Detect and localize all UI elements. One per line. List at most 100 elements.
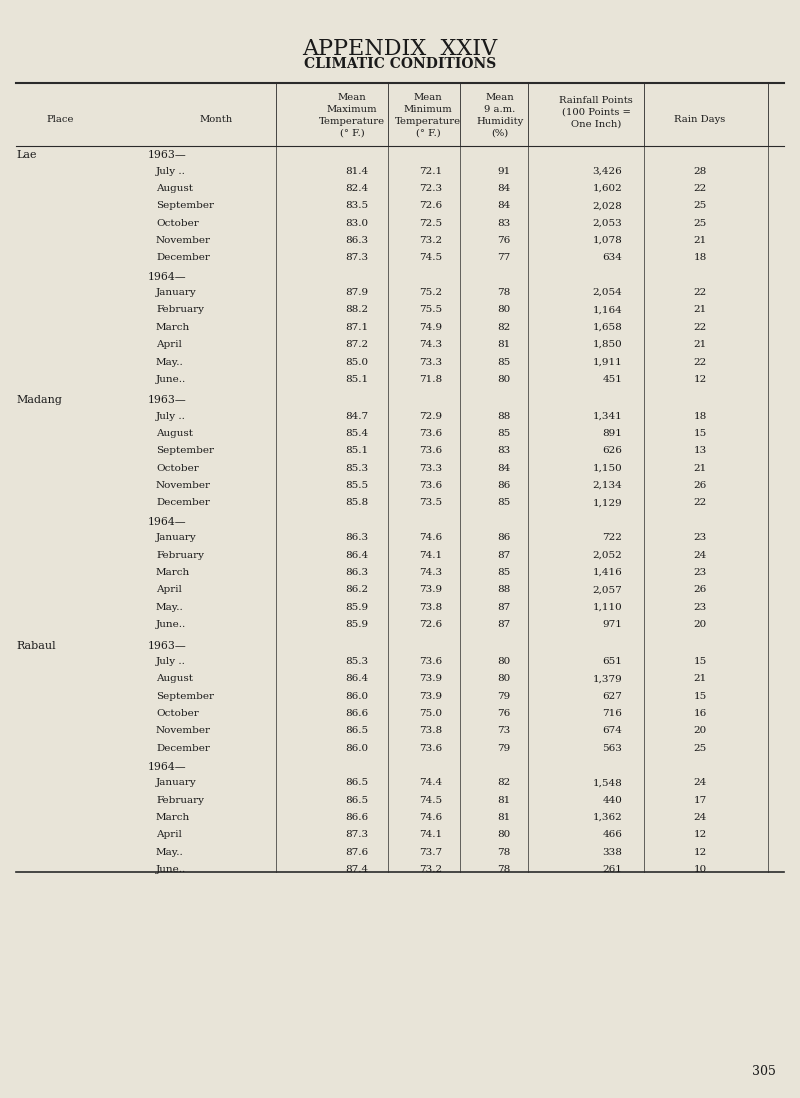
Text: 79: 79 (497, 692, 510, 701)
Text: 87.3: 87.3 (346, 830, 369, 839)
Text: 72.3: 72.3 (419, 184, 442, 193)
Text: Rabaul: Rabaul (16, 640, 56, 651)
Text: 87.9: 87.9 (346, 288, 369, 298)
Text: 74.6: 74.6 (419, 813, 442, 822)
Text: March: March (156, 323, 190, 332)
Text: 21: 21 (694, 674, 706, 683)
Text: February: February (156, 305, 204, 314)
Text: 85.1: 85.1 (346, 447, 369, 456)
Text: 73.2: 73.2 (419, 236, 442, 245)
Text: December: December (156, 254, 210, 262)
Text: 22: 22 (694, 498, 706, 507)
Text: 78: 78 (497, 848, 510, 856)
Text: 17: 17 (694, 796, 706, 805)
Text: 13: 13 (694, 447, 706, 456)
Text: 73.6: 73.6 (419, 657, 442, 665)
Text: 1,341: 1,341 (593, 412, 622, 421)
Text: December: December (156, 743, 210, 752)
Text: Rain Days: Rain Days (674, 115, 726, 124)
Text: 338: 338 (602, 848, 622, 856)
Text: January: January (156, 778, 197, 787)
Text: 716: 716 (602, 709, 622, 718)
Text: February: February (156, 796, 204, 805)
Text: 88: 88 (497, 412, 510, 421)
Text: 73.7: 73.7 (419, 848, 442, 856)
Text: 86.4: 86.4 (346, 674, 369, 683)
Text: March: March (156, 813, 190, 822)
Text: 73.6: 73.6 (419, 447, 442, 456)
Text: 73.9: 73.9 (419, 585, 442, 594)
Text: 85.3: 85.3 (346, 657, 369, 665)
Text: 73.3: 73.3 (419, 358, 442, 367)
Text: 75.2: 75.2 (419, 288, 442, 298)
Text: 1,911: 1,911 (593, 358, 622, 367)
Text: 722: 722 (602, 534, 622, 542)
Text: 86.0: 86.0 (346, 692, 369, 701)
Text: January: January (156, 534, 197, 542)
Text: 84: 84 (497, 463, 510, 473)
Text: September: September (156, 447, 214, 456)
Text: 1,078: 1,078 (593, 236, 622, 245)
Text: 87: 87 (497, 603, 510, 612)
Text: October: October (156, 709, 198, 718)
Text: 2,028: 2,028 (593, 201, 622, 211)
Text: November: November (156, 726, 211, 736)
Text: 24: 24 (694, 813, 706, 822)
Text: 77: 77 (497, 254, 510, 262)
Text: Mean
9 a.m.
Humidity
(%): Mean 9 a.m. Humidity (%) (476, 93, 524, 137)
Text: 88.2: 88.2 (346, 305, 369, 314)
Text: 87.2: 87.2 (346, 340, 369, 349)
Text: 86.6: 86.6 (346, 813, 369, 822)
Text: 1963—: 1963— (148, 640, 186, 651)
Text: 87.4: 87.4 (346, 865, 369, 874)
Text: August: August (156, 429, 193, 438)
Text: 26: 26 (694, 585, 706, 594)
Text: 86.5: 86.5 (346, 778, 369, 787)
Text: 78: 78 (497, 288, 510, 298)
Text: 1,164: 1,164 (593, 305, 622, 314)
Text: June..: June.. (156, 865, 186, 874)
Text: 20: 20 (694, 620, 706, 629)
Text: Madang: Madang (16, 395, 62, 405)
Text: 1,658: 1,658 (593, 323, 622, 332)
Text: 1964—: 1964— (148, 517, 186, 527)
Text: 85: 85 (497, 498, 510, 507)
Text: August: August (156, 184, 193, 193)
Text: 73.6: 73.6 (419, 743, 442, 752)
Text: 674: 674 (602, 726, 622, 736)
Text: 74.5: 74.5 (419, 254, 442, 262)
Text: July ..: July .. (156, 657, 186, 665)
Text: 21: 21 (694, 340, 706, 349)
Text: 3,426: 3,426 (593, 167, 622, 176)
Text: 76: 76 (497, 709, 510, 718)
Text: 16: 16 (694, 709, 706, 718)
Text: 21: 21 (694, 305, 706, 314)
Text: Place: Place (46, 115, 74, 124)
Text: 73.8: 73.8 (419, 603, 442, 612)
Text: 86.3: 86.3 (346, 568, 369, 576)
Text: August: August (156, 674, 193, 683)
Text: 74.1: 74.1 (419, 550, 442, 560)
Text: 72.6: 72.6 (419, 201, 442, 211)
Text: 81: 81 (497, 796, 510, 805)
Text: 87: 87 (497, 550, 510, 560)
Text: 23: 23 (694, 603, 706, 612)
Text: November: November (156, 236, 211, 245)
Text: January: January (156, 288, 197, 298)
Text: 80: 80 (497, 305, 510, 314)
Text: 1,362: 1,362 (593, 813, 622, 822)
Text: 18: 18 (694, 254, 706, 262)
Text: 83.0: 83.0 (346, 219, 369, 227)
Text: Mean
Minimum
Temperature
(° F.): Mean Minimum Temperature (° F.) (395, 93, 461, 137)
Text: September: September (156, 201, 214, 211)
Text: 86: 86 (497, 481, 510, 490)
Text: 84.7: 84.7 (346, 412, 369, 421)
Text: May..: May.. (156, 603, 184, 612)
Text: 23: 23 (694, 534, 706, 542)
Text: 466: 466 (602, 830, 622, 839)
Text: 86.3: 86.3 (346, 534, 369, 542)
Text: 88: 88 (497, 585, 510, 594)
Text: April: April (156, 340, 182, 349)
Text: 74.9: 74.9 (419, 323, 442, 332)
Text: 1,850: 1,850 (593, 340, 622, 349)
